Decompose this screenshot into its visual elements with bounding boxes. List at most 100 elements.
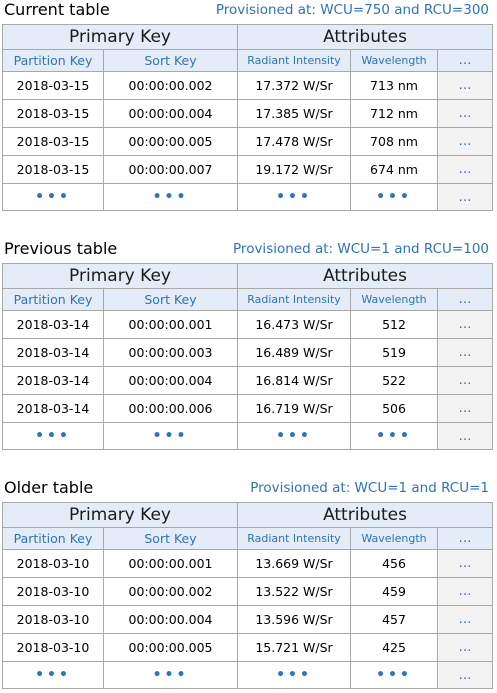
table-row: 2018-03-15 00:00:00.002 17.372 W/Sr 713 … (2, 71, 494, 100)
wavelength-cell: 712 nm (350, 99, 439, 128)
more-columns-ellipsis: … (437, 49, 494, 72)
more-attributes-ellipsis: … (437, 183, 494, 211)
more-rows-dots: ••• (102, 183, 239, 211)
wavelength-cell: 522 (350, 366, 439, 395)
more-attributes-ellipsis: … (437, 338, 494, 367)
sort-key-column: Sort Key (102, 527, 239, 550)
sort-key-cell: 00:00:00.004 (102, 605, 239, 634)
more-attributes-ellipsis: … (437, 549, 494, 578)
more-attributes-ellipsis: … (437, 127, 494, 156)
partition-key-cell: 2018-03-10 (2, 577, 104, 606)
more-attributes-ellipsis: … (437, 577, 494, 606)
attributes-header: Attributes (237, 502, 494, 528)
sort-key-cell: 00:00:00.002 (102, 71, 239, 100)
more-columns-ellipsis: … (437, 527, 494, 550)
sort-key-column: Sort Key (102, 49, 239, 72)
partition-key-cell: 2018-03-15 (2, 127, 104, 156)
data-table: Primary Key Attributes Partition Key Sor… (1, 24, 494, 211)
more-columns-ellipsis: … (437, 288, 494, 311)
primary-key-header: Primary Key (1, 263, 239, 289)
partition-key-cell: 2018-03-15 (2, 71, 104, 100)
more-rows-dots: ••• (237, 183, 352, 211)
sort-key-cell: 00:00:00.005 (102, 633, 239, 662)
sort-key-cell: 00:00:00.004 (102, 99, 239, 128)
wavelength-cell: 459 (350, 577, 439, 606)
more-rows-dots: ••• (350, 183, 439, 211)
more-attributes-ellipsis: … (437, 394, 494, 423)
partition-key-cell: 2018-03-14 (2, 310, 104, 339)
wavelength-column: Wavelength (350, 288, 439, 311)
radiant-intensity-cell: 17.478 W/Sr (237, 127, 352, 156)
more-rows-dots: ••• (237, 661, 352, 689)
partition-key-cell: 2018-03-10 (2, 549, 104, 578)
sort-key-cell: 00:00:00.004 (102, 366, 239, 395)
partition-key-column: Partition Key (2, 288, 104, 311)
partition-key-cell: 2018-03-15 (2, 155, 104, 184)
wavelength-column: Wavelength (350, 527, 439, 550)
table-row: 2018-03-14 00:00:00.001 16.473 W/Sr 512 … (2, 310, 494, 339)
table-row: 2018-03-14 00:00:00.004 16.814 W/Sr 522 … (2, 366, 494, 395)
wavelength-cell: 713 nm (350, 71, 439, 100)
partition-key-cell: 2018-03-15 (2, 99, 104, 128)
primary-key-header: Primary Key (1, 24, 239, 50)
more-attributes-ellipsis: … (437, 71, 494, 100)
radiant-intensity-cell: 16.719 W/Sr (237, 394, 352, 423)
provisioned-label: Provisioned at: WCU=750 and RCU=300 (215, 2, 489, 18)
partition-key-column: Partition Key (2, 49, 104, 72)
table-caption: Older table (4, 478, 94, 497)
attributes-header: Attributes (237, 24, 494, 50)
sort-key-column: Sort Key (102, 288, 239, 311)
partition-key-cell: 2018-03-14 (2, 338, 104, 367)
data-table: Primary Key Attributes Partition Key Sor… (1, 263, 494, 450)
table-caption: Previous table (4, 239, 118, 258)
wavelength-cell: 425 (350, 633, 439, 662)
data-table: Primary Key Attributes Partition Key Sor… (1, 502, 494, 689)
sort-key-cell: 00:00:00.002 (102, 577, 239, 606)
sort-key-cell: 00:00:00.005 (102, 127, 239, 156)
wavelength-cell: 674 nm (350, 155, 439, 184)
partition-key-column: Partition Key (2, 527, 104, 550)
sort-key-cell: 00:00:00.006 (102, 394, 239, 423)
table-row: 2018-03-14 00:00:00.003 16.489 W/Sr 519 … (2, 338, 494, 367)
more-attributes-ellipsis: … (437, 633, 494, 662)
more-rows-row: ••• ••• ••• ••• … (2, 661, 494, 689)
radiant-intensity-cell: 19.172 W/Sr (237, 155, 352, 184)
radiant-intensity-cell: 17.372 W/Sr (237, 71, 352, 100)
primary-key-header: Primary Key (1, 502, 239, 528)
wavelength-cell: 457 (350, 605, 439, 634)
radiant-intensity-cell: 13.522 W/Sr (237, 577, 352, 606)
table-row: 2018-03-10 00:00:00.002 13.522 W/Sr 459 … (2, 577, 494, 606)
radiant-intensity-column: Radiant Intensity (237, 527, 352, 550)
wavelength-cell: 506 (350, 394, 439, 423)
more-attributes-ellipsis: … (437, 661, 494, 689)
wavelength-cell: 708 nm (350, 127, 439, 156)
provisioned-label: Provisioned at: WCU=1 and RCU=1 (250, 480, 489, 496)
more-rows-dots: ••• (350, 661, 439, 689)
partition-key-cell: 2018-03-10 (2, 633, 104, 662)
more-attributes-ellipsis: … (437, 366, 494, 395)
table-row: 2018-03-15 00:00:00.004 17.385 W/Sr 712 … (2, 99, 494, 128)
wavelength-column: Wavelength (350, 49, 439, 72)
radiant-intensity-cell: 15.721 W/Sr (237, 633, 352, 662)
provisioned-label: Provisioned at: WCU=1 and RCU=100 (233, 241, 489, 257)
more-attributes-ellipsis: … (437, 310, 494, 339)
sort-key-cell: 00:00:00.001 (102, 310, 239, 339)
more-rows-row: ••• ••• ••• ••• … (2, 183, 494, 211)
table-caption: Current table (4, 0, 110, 19)
radiant-intensity-cell: 16.814 W/Sr (237, 366, 352, 395)
radiant-intensity-cell: 16.489 W/Sr (237, 338, 352, 367)
more-rows-row: ••• ••• ••• ••• … (2, 422, 494, 450)
wavelength-cell: 519 (350, 338, 439, 367)
table-row: 2018-03-15 00:00:00.007 19.172 W/Sr 674 … (2, 155, 494, 184)
table-row: 2018-03-10 00:00:00.001 13.669 W/Sr 456 … (2, 549, 494, 578)
more-attributes-ellipsis: … (437, 99, 494, 128)
more-attributes-ellipsis: … (437, 155, 494, 184)
wavelength-cell: 456 (350, 549, 439, 578)
table-row: 2018-03-14 00:00:00.006 16.719 W/Sr 506 … (2, 394, 494, 423)
partition-key-cell: 2018-03-14 (2, 366, 104, 395)
radiant-intensity-column: Radiant Intensity (237, 49, 352, 72)
more-rows-dots: ••• (102, 661, 239, 689)
radiant-intensity-cell: 13.669 W/Sr (237, 549, 352, 578)
table-row: 2018-03-10 00:00:00.005 15.721 W/Sr 425 … (2, 633, 494, 662)
table-row: 2018-03-10 00:00:00.004 13.596 W/Sr 457 … (2, 605, 494, 634)
